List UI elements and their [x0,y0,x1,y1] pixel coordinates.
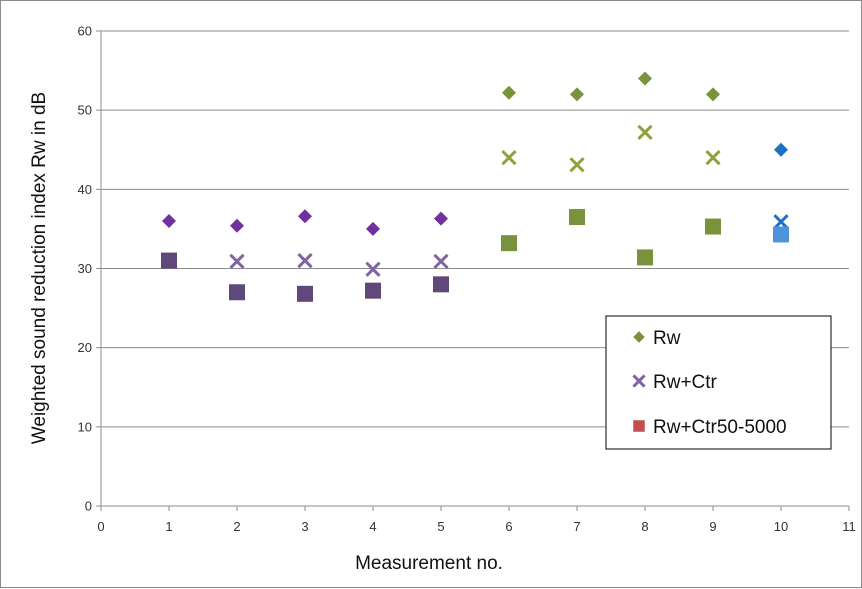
point-rw-ctr50-5000 [365,282,381,299]
point-rw [298,209,312,224]
point-rw [366,221,380,236]
point-rw [502,85,516,100]
x-tick-label: 1 [165,519,172,534]
legend-label-rw-ctr: Rw+Ctr [653,372,718,393]
x-tick-label: 8 [641,519,648,534]
point-rw-ctr50-5000 [501,235,517,252]
point-rw-ctr50-5000 [229,284,245,301]
x-tick-label: 11 [842,519,856,534]
point-rw-ctr50-5000 [569,209,585,226]
point-rw-ctr50-5000 [297,285,313,302]
data-points [161,71,789,302]
legend-label-rw-ctr50-5000: Rw+Ctr50-5000 [653,417,787,438]
y-tick-label: 10 [78,419,92,434]
y-tick-label: 60 [78,24,92,39]
y-tick-label: 40 [78,182,92,197]
legend-marker-rw [633,331,645,343]
point-rw [434,211,448,226]
point-rw [774,142,788,157]
x-tick-label: 0 [97,519,104,534]
legend: Rw Rw+Ctr Rw+Ctr50-5000 [605,315,832,450]
point-rw-ctr50-5000 [705,218,721,235]
x-tick-label: 9 [709,519,716,534]
point-rw-ctr50-5000 [773,226,789,243]
x-tick-label: 3 [301,519,308,534]
legend-marker-rw-ctr [632,374,646,388]
point-rw [706,87,720,102]
x-axis-title: Measurement no. [355,553,503,574]
x-tick-label: 7 [573,519,580,534]
legend-label-rw: Rw [653,328,681,349]
x-tick-label: 2 [233,519,240,534]
point-rw-ctr [433,253,449,269]
y-tick-label: 50 [78,103,92,118]
point-rw-ctr50-5000 [161,252,177,269]
y-tick-label: 20 [78,340,92,355]
point-rw [638,71,652,86]
point-rw [570,87,584,102]
legend-marker-rw-ctr50-5000 [633,420,645,432]
x-tick-label: 10 [774,519,788,534]
point-rw-ctr50-5000 [433,276,449,293]
point-rw-ctr [773,214,789,230]
point-rw-ctr [637,124,653,140]
y-tick-label: 0 [85,499,92,514]
x-tick-label: 4 [369,519,376,534]
y-axis-title: Weighted sound reduction index Rw in dB [29,92,50,444]
y-tick-label: 30 [78,261,92,276]
point-rw-ctr [297,252,313,269]
point-rw-ctr [229,253,245,269]
point-rw-ctr [705,150,721,166]
point-rw-ctr [501,150,517,166]
x-tick-label: 5 [437,519,444,534]
point-rw-ctr [569,157,585,173]
point-rw-ctr [365,261,381,277]
point-rw [162,214,176,228]
tick-labels: 0 10 20 30 40 50 60 0 1 2 3 4 5 6 7 8 9 10 11 [78,24,856,535]
axes [96,30,850,511]
point-rw [230,218,244,233]
x-tick-label: 6 [505,519,512,534]
point-rw-ctr50-5000 [637,249,653,266]
